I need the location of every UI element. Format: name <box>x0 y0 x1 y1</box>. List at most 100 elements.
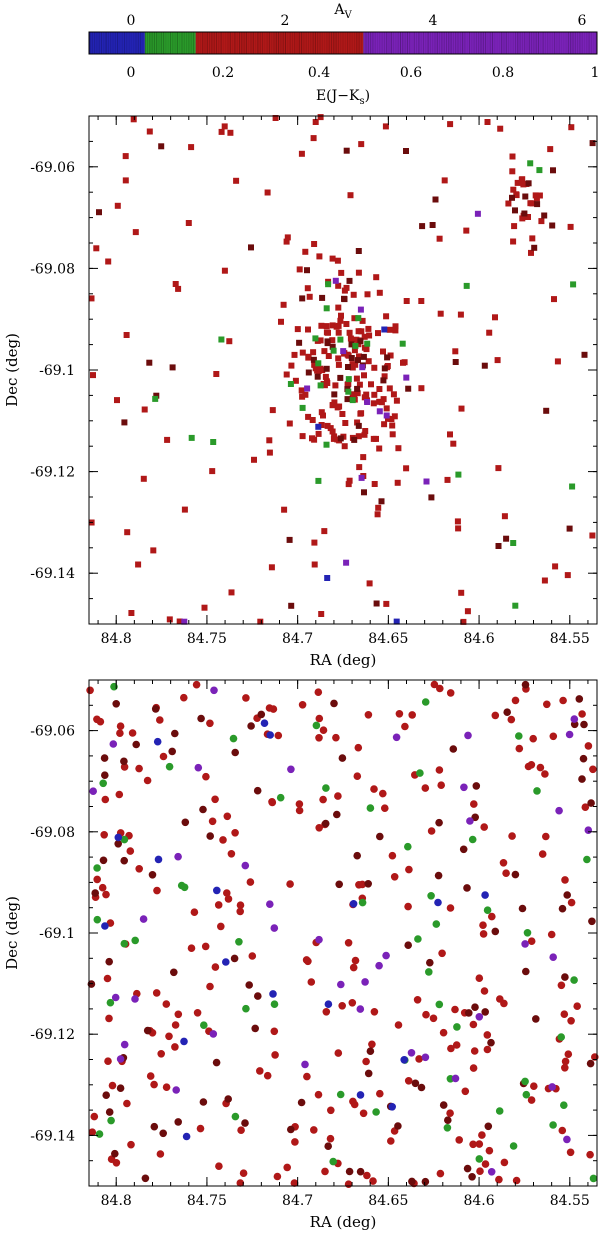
data-point <box>563 1135 571 1144</box>
data-point <box>174 852 182 861</box>
data-point <box>481 362 488 369</box>
data-point <box>268 798 277 807</box>
data-point <box>527 937 536 945</box>
data-point <box>446 904 455 912</box>
data-point <box>379 789 387 798</box>
data-point <box>343 284 350 291</box>
data-point <box>322 784 330 792</box>
x-tick-label: 84.6 <box>463 1193 494 1209</box>
data-point <box>338 754 347 762</box>
data-point <box>503 535 510 542</box>
data-point <box>287 1125 295 1134</box>
data-point <box>580 720 588 729</box>
data-point <box>93 915 102 924</box>
data-point <box>558 1126 567 1135</box>
data-point <box>393 397 400 404</box>
data-point <box>310 1126 318 1134</box>
data-point <box>509 168 516 175</box>
y-tick-label: -69.06 <box>30 724 75 740</box>
data-point <box>319 294 326 301</box>
data-point <box>370 400 377 407</box>
data-point <box>421 698 430 706</box>
data-point <box>422 1010 430 1019</box>
data-point <box>527 200 534 207</box>
data-point <box>103 974 112 983</box>
data-point <box>199 805 207 814</box>
data-point <box>247 722 255 730</box>
data-point <box>484 1122 493 1131</box>
data-point <box>172 1086 180 1094</box>
data-point <box>135 764 143 773</box>
data-point <box>100 831 108 839</box>
data-point <box>211 963 220 971</box>
data-point <box>217 922 225 931</box>
data-point <box>363 346 370 353</box>
data-point <box>317 382 324 389</box>
data-point <box>90 372 96 379</box>
data-point <box>421 1053 430 1062</box>
data-point <box>447 431 453 438</box>
data-point <box>266 731 275 739</box>
x-tick-label: 84.8 <box>101 1193 132 1209</box>
data-point <box>383 405 390 412</box>
data-point <box>236 1179 245 1187</box>
data-point <box>153 392 160 399</box>
data-point <box>364 291 371 298</box>
x-tick-label: 84.75 <box>187 631 227 647</box>
data-point <box>251 456 257 463</box>
colorbar-top-tick-label: 4 <box>429 13 438 29</box>
data-point <box>509 194 515 201</box>
data-point <box>547 146 554 153</box>
data-point <box>286 420 293 427</box>
data-point <box>298 387 305 394</box>
data-point <box>508 832 516 840</box>
data-point <box>521 940 529 948</box>
data-point <box>193 1009 202 1017</box>
data-point <box>384 354 391 361</box>
data-point <box>146 359 153 366</box>
data-point <box>93 875 101 884</box>
data-point <box>315 734 323 742</box>
data-point <box>461 1087 470 1096</box>
data-point <box>425 968 433 976</box>
data-point <box>451 1005 459 1014</box>
data-point <box>345 1167 354 1176</box>
data-point <box>241 1119 249 1127</box>
data-point <box>214 901 223 909</box>
data-point <box>181 618 188 625</box>
data-point <box>376 1089 384 1098</box>
data-point <box>343 559 350 566</box>
top-plot-tick-labels: 84.8 84.75 84.7 84.65 84.6 84.55 -69.06 -69.08 -… <box>30 160 590 647</box>
data-point <box>549 953 557 961</box>
data-point <box>507 715 516 724</box>
data-point <box>475 1155 484 1163</box>
data-point <box>475 1140 484 1148</box>
data-point <box>584 826 593 834</box>
data-point <box>549 732 558 741</box>
x-tick-label: 84.65 <box>368 1193 408 1209</box>
data-point <box>547 930 556 939</box>
data-point <box>369 1177 377 1185</box>
data-point <box>227 129 234 136</box>
data-point <box>349 900 358 908</box>
data-point <box>143 1026 152 1035</box>
data-point <box>201 942 210 951</box>
data-point <box>116 729 124 737</box>
data-point <box>468 835 477 844</box>
data-point <box>325 353 332 359</box>
data-point <box>348 355 355 361</box>
data-point <box>472 782 481 790</box>
data-point <box>487 1038 495 1047</box>
data-point <box>209 468 216 475</box>
data-point <box>333 323 340 330</box>
y-tick-label: -69.1 <box>39 363 75 379</box>
data-point <box>349 364 356 371</box>
data-point <box>428 494 435 501</box>
data-point <box>248 244 254 251</box>
data-point <box>361 333 368 340</box>
data-point <box>302 391 309 398</box>
data-point <box>408 711 417 719</box>
data-point <box>324 575 331 581</box>
data-point <box>188 434 195 441</box>
data-point <box>542 832 550 841</box>
